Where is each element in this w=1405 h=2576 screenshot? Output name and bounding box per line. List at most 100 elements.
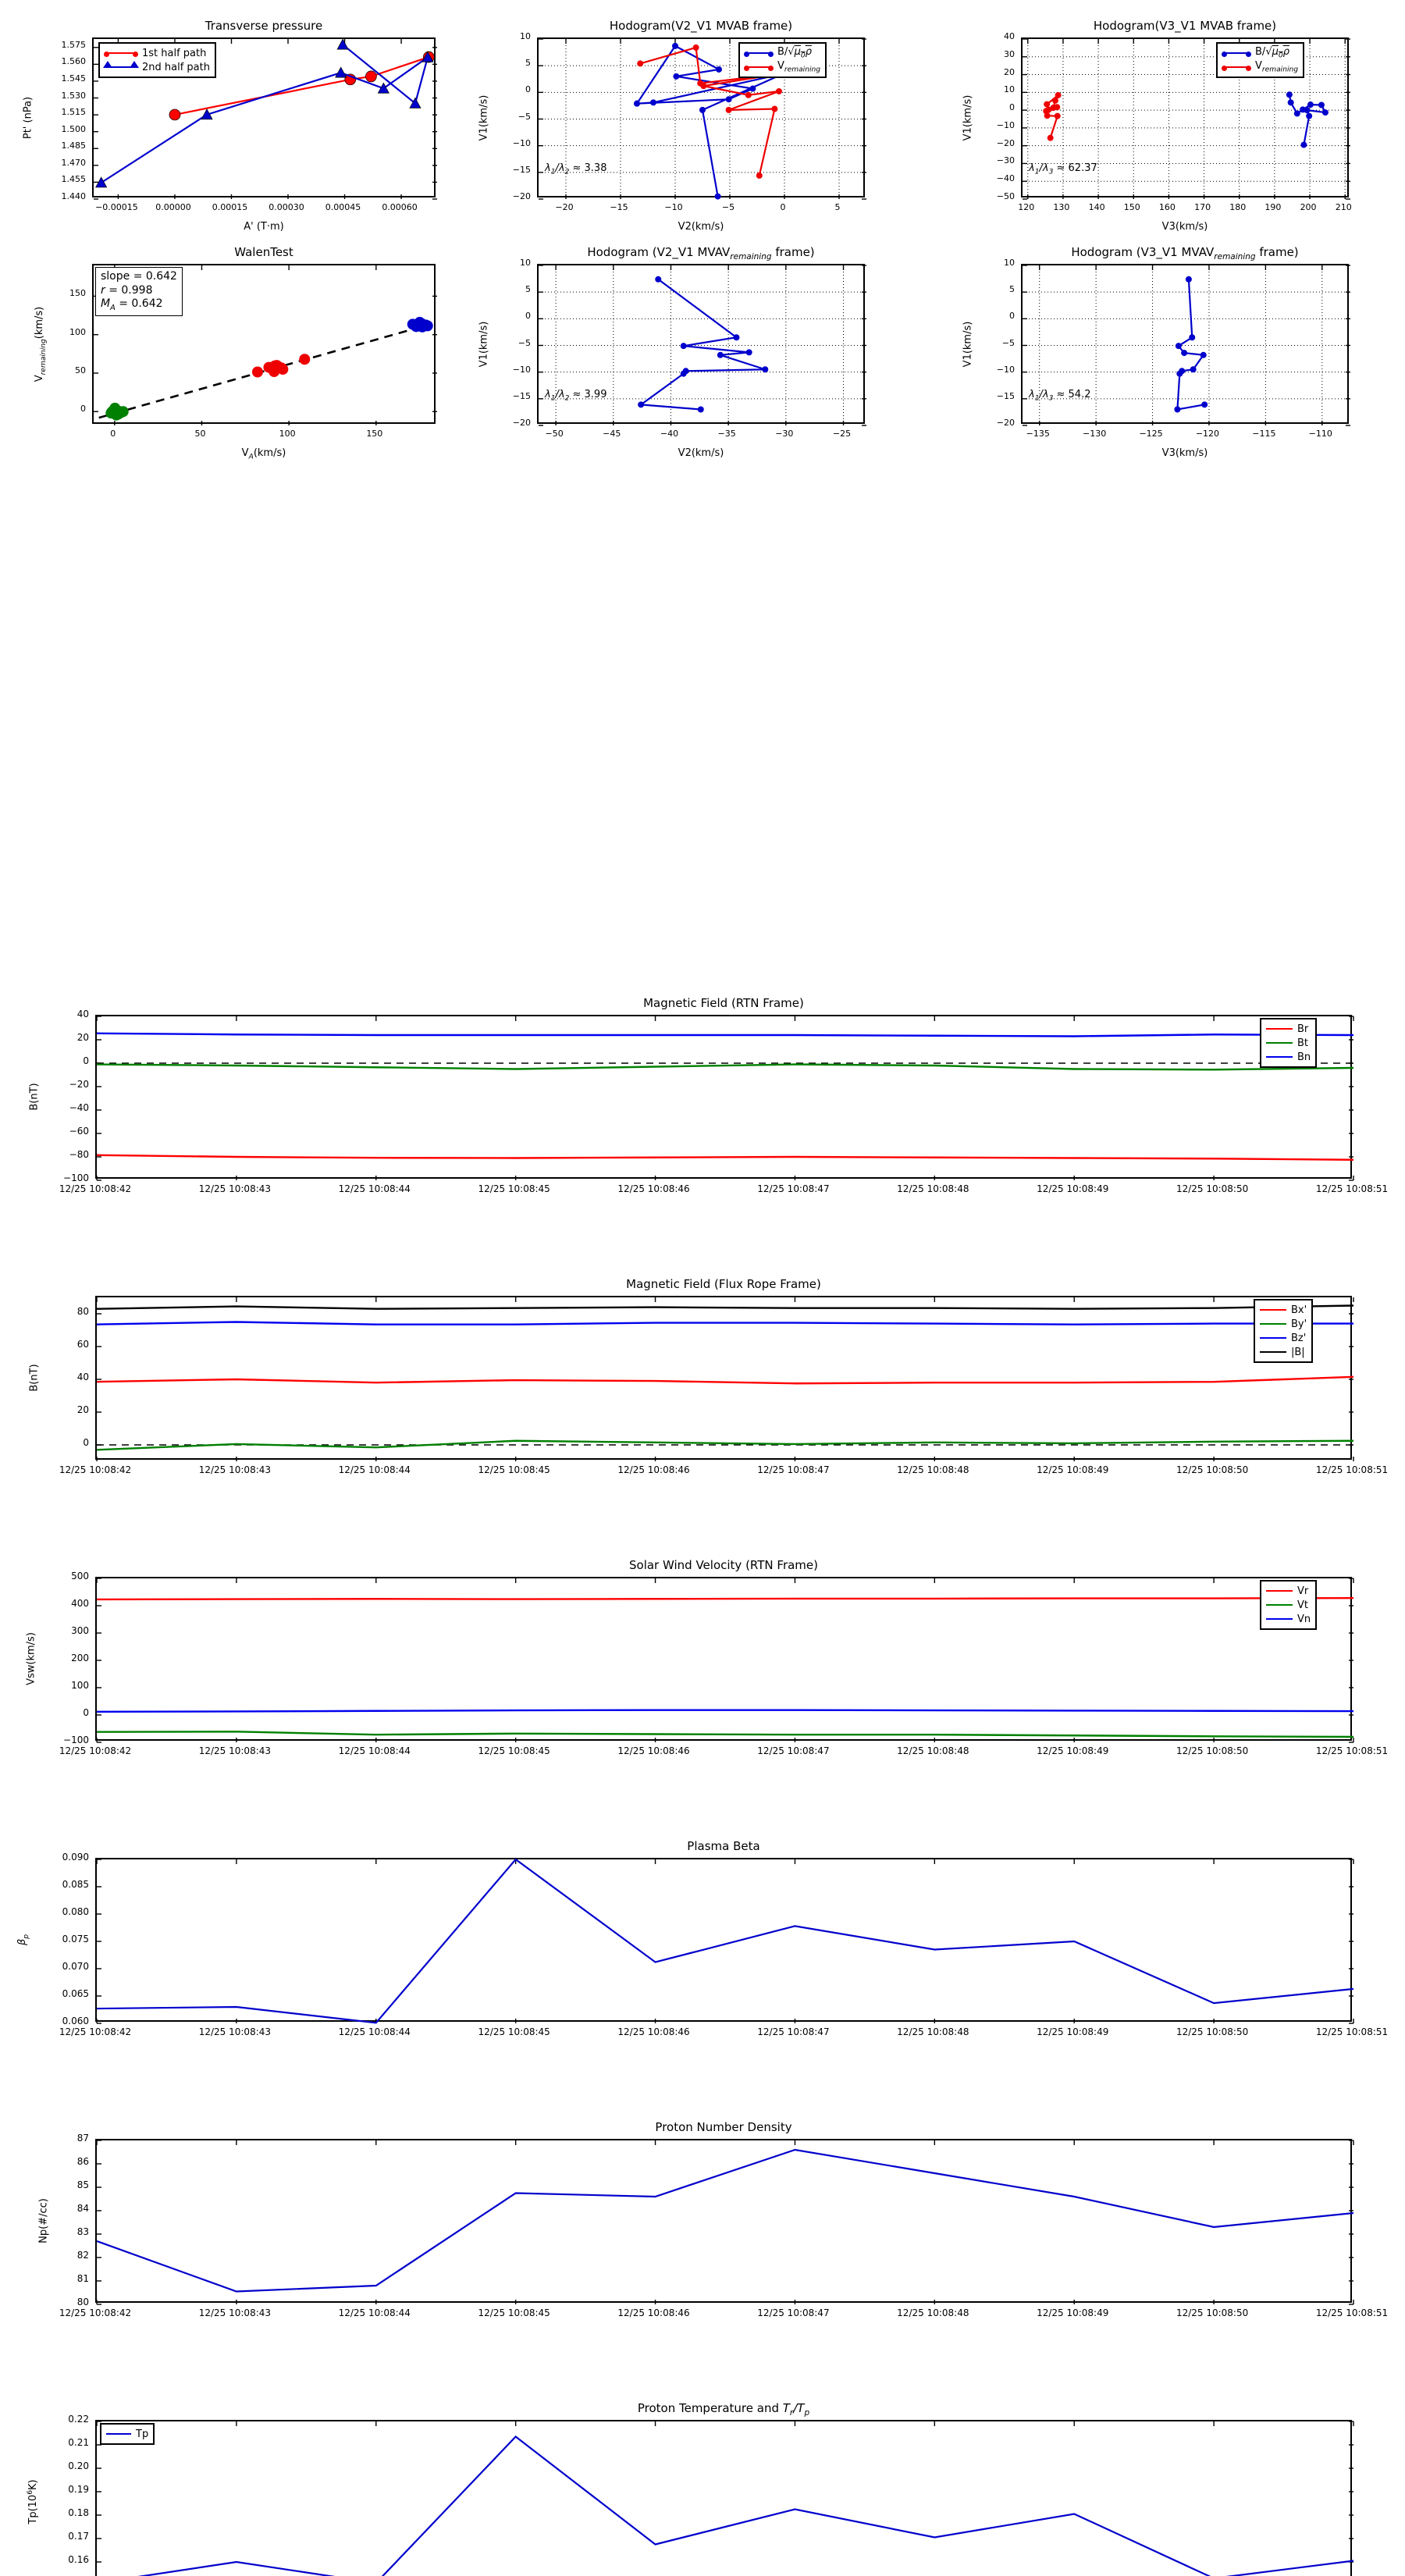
panel-proton-number-density: Proton Number Density 80 81 82 83 84 85 86 87 12/…: [0, 2092, 1405, 2334]
xtick-label: 12/25 10:08:46: [617, 1464, 690, 1475]
ytick-label: 0.17: [68, 2531, 89, 2542]
panel-magnetic-field-rtn: Magnetic Field (RTN Frame) −100 −80 −60 −40 −…: [0, 968, 1405, 1210]
legend-item: Br: [1266, 1022, 1311, 1036]
ytick-label: −40: [996, 173, 1015, 184]
ytick-label: −5: [518, 337, 531, 348]
xtick-label: 0.00000: [155, 202, 191, 212]
x-axis-label: V2(km/s): [678, 221, 724, 233]
panel-title-hodogram-v2v1-mvab: Hodogram(V2_V1 MVAB frame): [609, 19, 793, 33]
xtick-label: 12/25 10:08:49: [1037, 2026, 1109, 2037]
xtick-label: 12/25 10:08:44: [338, 1745, 411, 1756]
ytick-label: −30: [996, 155, 1015, 166]
xtick-label: 12/25 10:08:45: [478, 1183, 550, 1194]
panel-proton-temperature: Proton Temperature and Tr/Tp0.150.160.17…: [0, 2373, 1405, 2576]
panel-title-hodogram-v3v1-mvav: Hodogram (V3_V1 MVAVremaining frame): [1071, 245, 1299, 262]
xtick-label: 0.00015: [212, 202, 248, 212]
ytick-label: −10: [512, 137, 531, 148]
xtick-label: 12/25 10:08:50: [1176, 1745, 1249, 1756]
xtick-label: 12/25 10:08:45: [478, 1745, 550, 1756]
legend-marker: [768, 51, 774, 57]
xtick-label: −15: [610, 202, 628, 212]
ytick-label: −15: [996, 390, 1015, 401]
xtick-label: −25: [832, 429, 852, 439]
xtick-label: 12/25 10:08:48: [897, 2307, 969, 2318]
lambda-ratio-annotation: λ1/λ3 ≈ 54.2: [1029, 389, 1091, 403]
ytick-label: 1.515: [61, 107, 87, 118]
legend-item: B/√μ0ρ: [1222, 46, 1298, 60]
ytick-label: 20: [1004, 66, 1015, 77]
xtick-label: −20: [555, 202, 574, 212]
legend-marker: [744, 65, 749, 71]
xtick-label: 12/25 10:08:44: [338, 1464, 411, 1475]
xtick-label: −45: [603, 429, 621, 439]
ytick-label: 50: [75, 365, 86, 375]
legend-item: 2nd half path: [103, 60, 210, 74]
y-axis-label: βp: [16, 1934, 30, 1946]
xtick-label: 0.00030: [269, 202, 304, 212]
series-|B|: [96, 1304, 1354, 1310]
plot-area-proton-temperature: [95, 2420, 1354, 2576]
xtick-label: 12/25 10:08:48: [897, 1183, 969, 1194]
legend-marker: [1246, 51, 1251, 57]
series-Vt: [96, 1731, 1354, 1738]
ytick-label: 80: [76, 2297, 89, 2307]
panel-title-hodogram-v2v1-mvav: Hodogram (V2_V1 MVAVremaining frame): [587, 245, 815, 262]
ytick-label: 0: [80, 404, 86, 415]
legend-swatch: [1260, 1351, 1286, 1353]
legend-magnetic-field-rtn: Br Bt Bn: [1260, 1018, 1318, 1068]
legend-label: 2nd half path: [142, 61, 210, 73]
xtick-label: 12/25 10:08:46: [617, 2026, 690, 2037]
ytick-label: 0: [83, 1707, 89, 1718]
legend-label: Vremaining: [1255, 60, 1299, 74]
series-Np: [96, 2148, 1354, 2293]
legend-label: Br: [1297, 1023, 1309, 1035]
xtick-label: 12/25 10:08:47: [757, 1745, 830, 1756]
panel-title-transverse-pressure: Transverse pressure: [205, 19, 323, 33]
y-axis-label: V1(km/s): [478, 321, 490, 367]
plot-area-magnetic-field-fluxrope: [95, 1296, 1354, 1461]
plot-svg-proton-number-density: [96, 2140, 1354, 2305]
series-path: [638, 278, 766, 411]
legend-marker: [744, 51, 749, 57]
series-V_remaining: [639, 46, 781, 176]
ytick-label: 0: [83, 1055, 89, 1066]
xtick-label: 12/25 10:08:48: [897, 2026, 969, 2037]
legend-marker: [1222, 51, 1227, 57]
y-axis-label: B(nT): [28, 1364, 41, 1392]
legend-swatch: [103, 61, 139, 68]
legend-swatch: [1222, 51, 1251, 57]
legend-swatch: [1266, 1042, 1293, 1044]
xtick-label: −120: [1195, 429, 1220, 439]
series-Vn: [96, 1709, 1354, 1713]
legend-hodogram-v2v1-mvab: B/√μ0ρ Vremaining: [738, 42, 827, 78]
ytick-label: 1.575: [61, 39, 87, 50]
xtick-label: 12/25 10:08:51: [1315, 1464, 1389, 1475]
ytick-label: 1.485: [61, 141, 87, 151]
xtick-label: −125: [1139, 429, 1163, 439]
y-axis-label: V1(km/s): [962, 94, 974, 141]
plot-svg-plasma-beta: [96, 1858, 1354, 2024]
x-axis-label: V2(km/s): [678, 447, 724, 459]
legend-label: |B|: [1291, 1346, 1305, 1358]
panel-title-hodogram-v3v1-mvab: Hodogram(V3_V1 MVAB frame): [1093, 19, 1277, 33]
walen-ma: MA = 0.642: [101, 297, 163, 312]
xtick-label: 12/25 10:08:44: [338, 2307, 411, 2318]
ytick-label: 82: [76, 2250, 89, 2261]
legend-label: 1st half path: [142, 47, 207, 59]
ytick-label: 86: [76, 2156, 89, 2167]
plot-svg-hodogram-v2v1-mvav: [539, 265, 866, 426]
ytick-label: −5: [518, 111, 531, 122]
legend-label: B/√μ0ρ: [1255, 46, 1289, 60]
ytick-label: −60: [69, 1126, 89, 1137]
walen-r: r = 0.998: [101, 283, 153, 297]
legend-label: B/√μ0ρ: [777, 46, 812, 60]
ytick-label: 40: [76, 1372, 89, 1382]
ytick-label: 10: [520, 31, 531, 41]
ytick-label: 0.080: [62, 1906, 89, 1917]
panel-plasma-beta: Plasma Beta 0.060 0.065 0.070 0.075 0.080 0.08…: [0, 1811, 1405, 2053]
ytick-label: 1.500: [61, 123, 87, 134]
legend-item: Bx': [1260, 1303, 1307, 1317]
ytick-label: −10: [996, 119, 1015, 130]
lambda-ratio-annotation: λ1/λ2 ≈ 3.38: [545, 162, 607, 176]
